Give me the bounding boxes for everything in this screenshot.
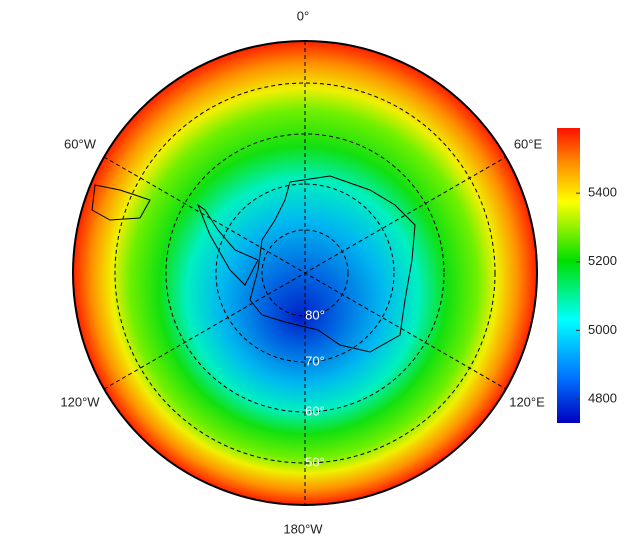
longitude-label: 120°E (509, 394, 545, 409)
longitude-label: 120°W (60, 394, 100, 409)
south-america-coastline (91, 184, 151, 221)
latitude-label: 80° (305, 307, 325, 322)
latitude-label: 50° (305, 454, 325, 469)
antarctica-coastline (196, 175, 416, 353)
colorbar-tick-label: 5200 (588, 253, 617, 268)
colorbar-tick-label: 5000 (588, 322, 617, 337)
colorbar-tick-label: 5400 (588, 185, 617, 200)
latitude-label: 70° (305, 353, 325, 368)
latitude-label: 60° (305, 403, 325, 418)
longitude-label: 60°W (64, 136, 97, 151)
longitude-label: 180°W (283, 521, 323, 536)
longitude-label: 60°E (514, 136, 543, 151)
longitude-label: 0° (297, 8, 309, 23)
graticule (103, 41, 507, 505)
colorbar (557, 128, 580, 423)
colorbar-tick-label: 4800 (588, 390, 617, 405)
